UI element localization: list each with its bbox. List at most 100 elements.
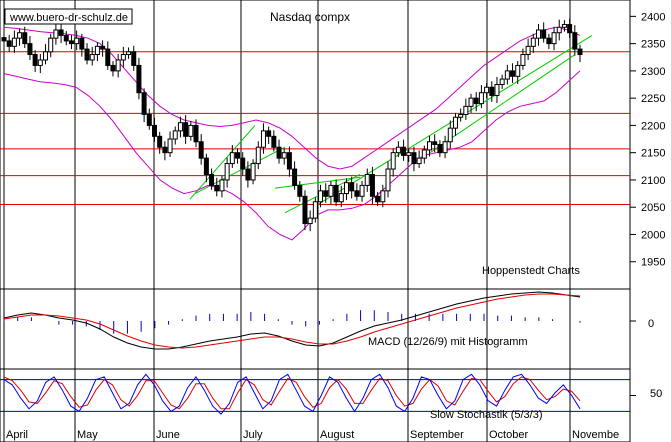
candle-body xyxy=(162,146,168,154)
candle-body xyxy=(177,122,183,132)
candle-body xyxy=(473,97,479,105)
candle-body xyxy=(250,163,256,181)
candle-body xyxy=(105,48,111,66)
candle-body xyxy=(380,190,386,203)
month-label: June xyxy=(156,429,180,441)
candle-body xyxy=(260,130,266,148)
candle-body xyxy=(68,40,74,45)
trendline xyxy=(274,176,361,189)
candle-body xyxy=(525,45,531,56)
candle-body xyxy=(240,157,246,170)
candle-body xyxy=(136,64,142,94)
candle-body xyxy=(416,157,422,165)
candle-body xyxy=(520,54,526,66)
candle-body xyxy=(556,26,562,34)
candle-body xyxy=(364,173,370,186)
candle-body xyxy=(359,184,365,197)
month-label: Novembe xyxy=(572,429,619,441)
candle-body xyxy=(323,190,329,197)
price-tick-label: 2150 xyxy=(641,148,665,160)
candle-body xyxy=(1,37,7,42)
candle-body xyxy=(37,59,43,66)
credit-label: Hoppenstedt Charts xyxy=(482,265,580,277)
watermark-box xyxy=(4,8,133,25)
candle-body xyxy=(302,195,308,225)
month-label: October xyxy=(489,429,528,441)
price-axis: 2400 2350 2300 2250 2200 2150 2100 2050 2000 1950 xyxy=(630,11,665,269)
candle-body xyxy=(478,92,484,105)
month-label: May xyxy=(77,429,98,441)
candle-body xyxy=(375,195,381,203)
trendlines xyxy=(189,35,593,214)
candle-body xyxy=(203,157,209,175)
candle-body xyxy=(494,84,500,96)
candle-body xyxy=(406,152,412,156)
candle-body xyxy=(27,43,33,56)
price-tick-label: 2400 xyxy=(641,11,665,23)
candle-body xyxy=(437,144,443,154)
candle-body xyxy=(489,86,495,96)
stoch-k-line xyxy=(3,373,581,415)
candle-body xyxy=(146,114,152,126)
candle-body xyxy=(245,168,251,181)
candle-body xyxy=(141,92,147,116)
stochastic-panel xyxy=(0,373,636,415)
macd-signal-line xyxy=(3,293,581,349)
candle-body xyxy=(43,51,49,61)
macd-zero-tick: 0 xyxy=(648,318,654,330)
candle-body xyxy=(214,184,220,192)
candle-body xyxy=(432,141,438,146)
candle-body xyxy=(58,29,64,36)
candle-body xyxy=(561,24,567,28)
trendline xyxy=(189,125,256,200)
candle-body xyxy=(115,59,121,72)
candle-body xyxy=(318,190,324,203)
candle-body xyxy=(567,24,573,34)
candle-body xyxy=(281,152,287,159)
candle-body xyxy=(79,37,85,50)
candle-body xyxy=(120,54,126,61)
candle-body xyxy=(312,201,318,219)
price-tick-label: 2350 xyxy=(641,39,665,51)
price-tick-label: 2050 xyxy=(641,202,665,214)
candle-body xyxy=(172,130,178,140)
candle-body xyxy=(63,34,69,42)
candle-body xyxy=(126,51,132,56)
candle-body xyxy=(369,173,375,197)
candle-body xyxy=(6,40,12,47)
candle-body xyxy=(255,146,261,165)
candle-body xyxy=(395,146,401,154)
candle-body xyxy=(84,48,90,61)
price-candles xyxy=(1,18,583,232)
month-gridlines xyxy=(3,0,571,442)
candle-body xyxy=(32,54,38,66)
candle-body xyxy=(89,54,95,61)
candle-body xyxy=(328,184,334,197)
candle-body xyxy=(229,152,235,165)
horizontal-levels xyxy=(0,51,630,205)
bollinger-bands xyxy=(3,26,581,241)
candle-body xyxy=(11,37,17,47)
stoch-label: Slow Stochastik (5/3/3) xyxy=(430,409,543,421)
macd-line xyxy=(3,291,581,350)
candle-body xyxy=(235,152,241,159)
stoch-50-tick: 50 xyxy=(650,388,662,400)
candle-body xyxy=(333,184,339,203)
bollinger-upper xyxy=(3,26,581,170)
candle-body xyxy=(151,124,157,137)
candle-body xyxy=(209,173,215,186)
candle-body xyxy=(504,70,510,80)
month-label: August xyxy=(320,429,354,441)
candle-body xyxy=(338,193,344,203)
price-tick-label: 2100 xyxy=(641,175,665,187)
candle-body xyxy=(572,32,578,50)
month-label: July xyxy=(243,429,263,441)
candle-body xyxy=(499,78,505,86)
month-axis: April May June July August September October No… xyxy=(6,429,619,441)
candle-body xyxy=(17,32,23,39)
candle-body xyxy=(390,152,396,170)
stoch-d-line xyxy=(3,376,581,410)
candle-body xyxy=(510,70,516,77)
candle-body xyxy=(74,37,80,45)
candle-body xyxy=(271,135,277,148)
